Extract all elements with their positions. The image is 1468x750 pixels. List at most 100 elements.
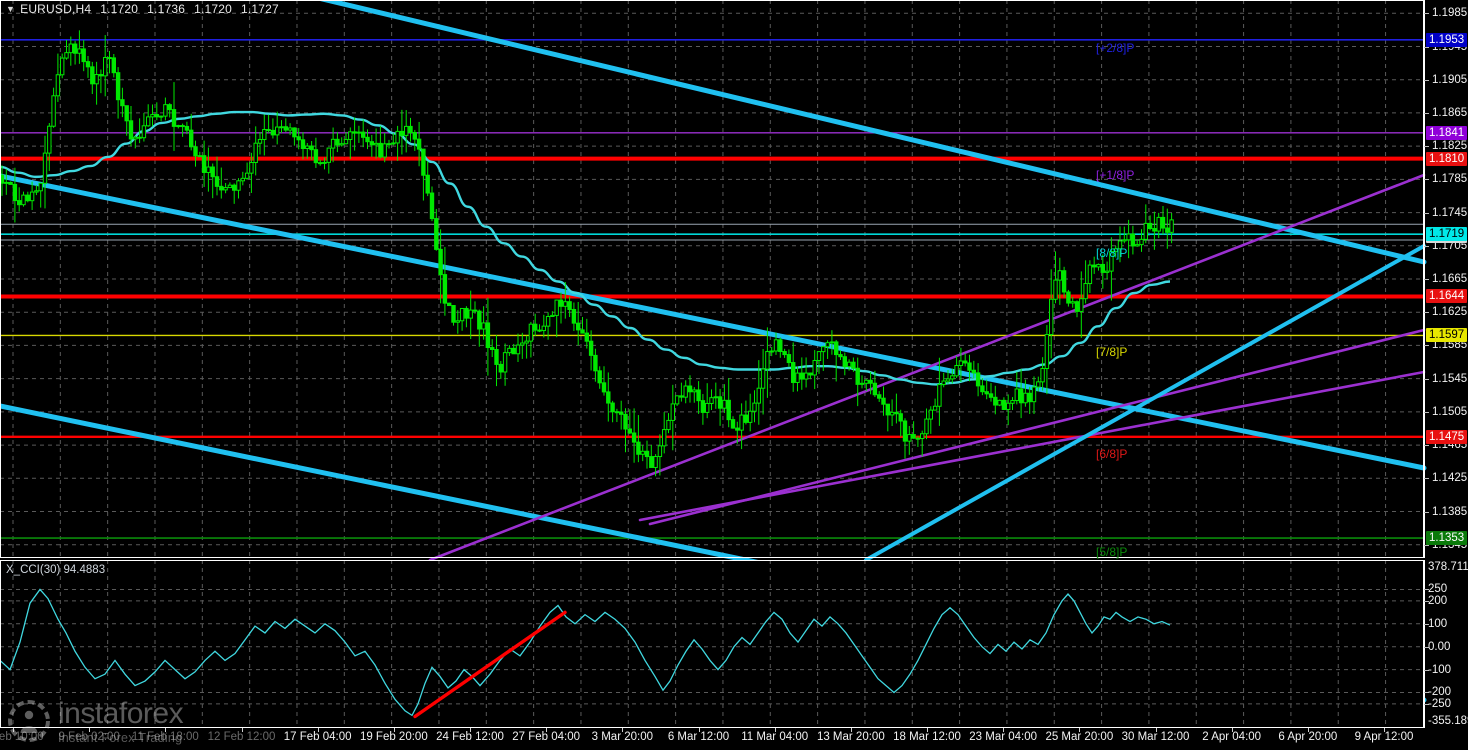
quote-open: 1.1720 [100, 2, 139, 16]
level-label-78p: [7/8]P [1096, 345, 1128, 359]
price-tag-1-1719: 1.1719 [1426, 227, 1468, 242]
price-axis-tick [1424, 478, 1429, 480]
time-axis-label: 12 Feb 12:00 [207, 731, 276, 743]
cci-axis-label: 200 [1428, 594, 1448, 607]
cci-panel-border [0, 560, 1424, 728]
cci-indicator-label: X_CCI(30) 94.4883 [6, 564, 106, 576]
price-tag-1-1475: 1.1475 [1426, 429, 1468, 444]
level-label-18p: [+1/8]P [1096, 168, 1135, 182]
time-axis-label: 6 Mar 12:00 [667, 731, 730, 743]
price-axis-label: 1.1985 [1432, 7, 1468, 20]
level-label-58p: [5/8]P [1096, 545, 1128, 559]
time-axis-label: 18 Mar 12:00 [893, 731, 961, 743]
level-label-28p: [+2/8]P [1096, 41, 1135, 55]
time-axis-tick [1079, 728, 1081, 732]
price-axis-tick [1424, 112, 1429, 114]
time-axis-label: 30 Mar 12:00 [1121, 731, 1190, 743]
price-axis-tick [1424, 79, 1429, 81]
time-axis-tick [1384, 728, 1385, 732]
time-axis-label: 3 Mar 20:00 [591, 731, 654, 743]
price-tag-1-1353: 1.1353 [1426, 531, 1468, 546]
price-axis-tick [1424, 245, 1429, 247]
time-axis-tick [470, 728, 471, 732]
time-axis-label: 5 Feb 10:00 [0, 731, 44, 743]
price-axis-label: 1.1905 [1432, 73, 1468, 86]
price-axis-tick [1424, 179, 1429, 181]
price-axis-label: 1.1665 [1432, 273, 1468, 285]
time-axis-label: 23 Mar 04:00 [969, 731, 1038, 743]
time-axis-tick [1231, 728, 1233, 732]
cci-axis-label: 100 [1428, 617, 1448, 630]
cci-axis-tick [1424, 703, 1429, 705]
price-tag-1-1644: 1.1644 [1426, 289, 1468, 304]
quote-low: 1.1720 [194, 2, 232, 16]
price-tag-1-1810: 1.1810 [1426, 151, 1468, 166]
cci-indicator-panel[interactable] [0, 560, 1424, 728]
cci-axis-label: -200 [1428, 686, 1452, 699]
price-tag-1-1953: 1.1953 [1426, 32, 1468, 47]
time-axis-tick [698, 728, 700, 732]
price-drawings [0, 0, 1427, 703]
price-axis-tick [1424, 46, 1429, 48]
cci-axis-tick [1424, 589, 1429, 591]
price-axis-tick [1424, 411, 1429, 413]
cci-axis-tick [1424, 669, 1429, 671]
time-axis-label: 11 Mar 04:00 [741, 731, 809, 743]
time-axis-label: 19 Feb 20:00 [359, 731, 428, 743]
price-axis-label: 1.1865 [1432, 106, 1468, 119]
time-axis-tick [1003, 728, 1005, 732]
triangle-down-icon[interactable]: ▼ [6, 4, 16, 14]
time-axis[interactable]: 5 Feb 10:00 9 Feb 02:00 11 Feb 18:00 12 Feb… [0, 728, 1424, 750]
cci-axis-label: 378.7116 [1428, 561, 1468, 573]
time-axis-label: 2 Apr 04:00 [1202, 731, 1262, 743]
cci-axis-label: -250 [1428, 697, 1452, 710]
price-axis-tick [1424, 212, 1429, 214]
price-axis-label: 1.1545 [1432, 372, 1468, 385]
time-axis-tick [241, 728, 243, 732]
level-label-68p: [6/8]P [1096, 447, 1128, 461]
price-axis-label: 1.1625 [1432, 306, 1468, 319]
cci-axis-tick [1424, 623, 1429, 625]
time-axis-tick [850, 728, 852, 732]
time-axis-label: 25 Mar 20:00 [1045, 731, 1114, 743]
price-axis-tick [1424, 345, 1429, 347]
price-axis[interactable]: 1.19851.19451.19051.18651.18251.17851.17… [1424, 0, 1468, 558]
time-axis-label: 9 Feb 02:00 [58, 731, 120, 743]
time-axis-label: 24 Feb 12:00 [436, 731, 504, 743]
time-axis-tick [13, 728, 14, 732]
cci-axis-label: -355.189 [1428, 715, 1468, 727]
time-axis-tick [622, 728, 624, 732]
time-axis-label: 9 Apr 12:00 [1354, 731, 1414, 743]
level-label-88p: [8/8]P [1096, 246, 1128, 260]
time-axis-label: 17 Feb 04:00 [283, 731, 352, 743]
symbol-period-label: EURUSD,H4 [20, 2, 92, 16]
time-axis-tick [393, 728, 395, 732]
time-axis-tick [927, 728, 928, 732]
price-axis-tick [1424, 445, 1429, 447]
time-axis-tick [89, 728, 91, 732]
price-chart-panel[interactable]: [+2/8]P [+1/8]P [8/8]P [7/8]P [6/8]P [5/8]P [0, 0, 1427, 703]
cci-axis-label: -100 [1428, 663, 1452, 676]
time-axis-tick [774, 728, 776, 732]
price-axis-label: 1.1385 [1432, 505, 1468, 518]
candlestick-series [0, 30, 1174, 477]
price-panel-border [0, 0, 1424, 558]
cci-axis-label: 0.00 [1428, 640, 1451, 653]
price-axis-tick [1424, 511, 1429, 513]
cci-axis-tick [1424, 692, 1429, 694]
price-axis-label: 1.1425 [1432, 472, 1468, 485]
price-axis-tick [1424, 146, 1429, 148]
cci-axis-label: 250 [1428, 583, 1448, 596]
price-axis-label: 1.1505 [1432, 405, 1468, 418]
time-axis-label: 11 Feb 18:00 [131, 731, 199, 743]
time-axis-tick [1155, 728, 1157, 732]
price-axis-tick [1424, 13, 1429, 15]
cci-axis-separator [1424, 560, 1425, 728]
chart-header: ▼ EURUSD,H4 1.1720 1.1736 1.1720 1.1727 [6, 2, 288, 16]
time-axis-tick [546, 728, 548, 732]
price-axis-label: 1.1785 [1432, 173, 1468, 186]
cci-series [0, 588, 1171, 719]
price-tag-1-1597: 1.1597 [1426, 328, 1468, 343]
